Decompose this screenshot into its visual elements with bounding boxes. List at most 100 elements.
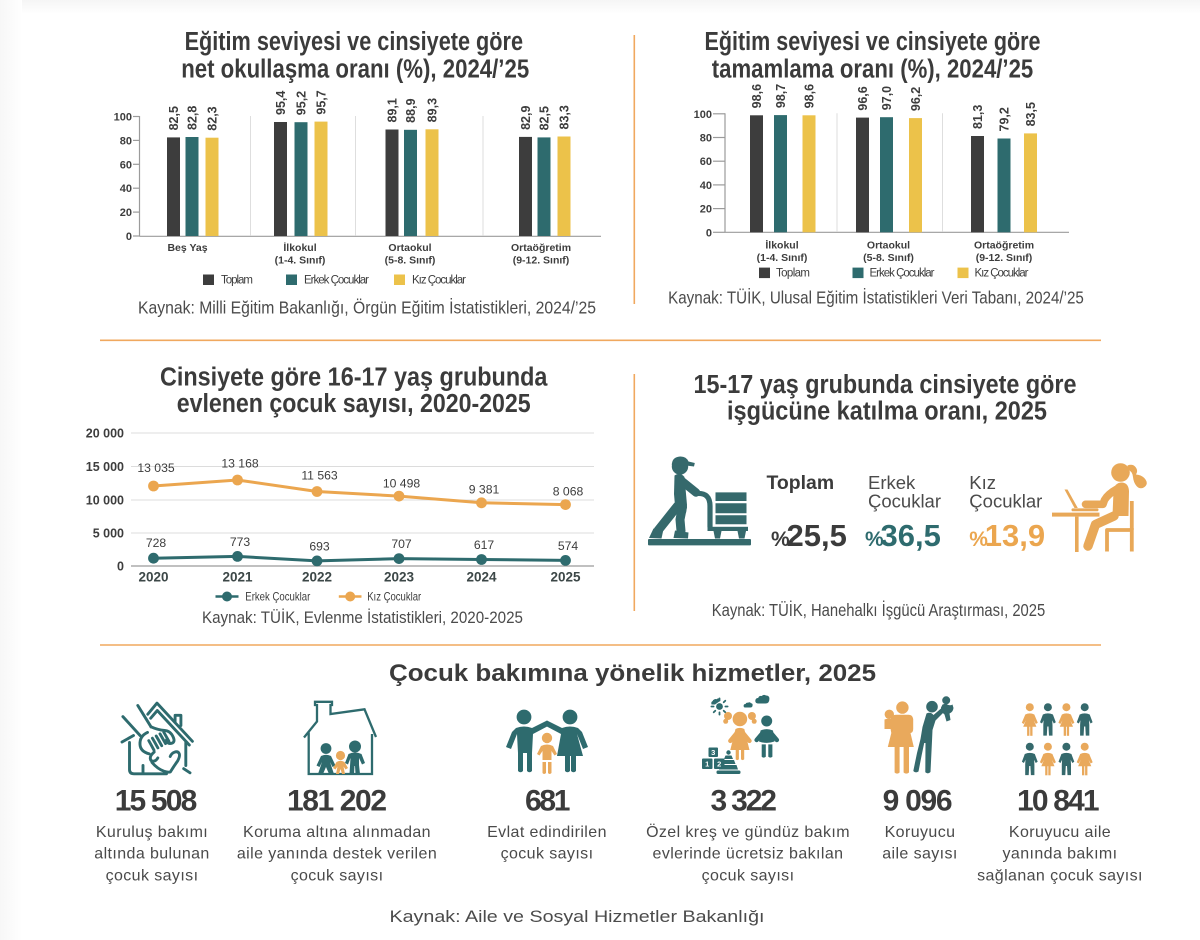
svg-text:yanında bakımı: yanında bakımı (1003, 846, 1118, 863)
svg-text:10 841: 10 841 (1017, 785, 1100, 818)
svg-text:çocuk sayısı: çocuk sayısı (702, 867, 795, 884)
svg-text:Erkek Çocuklar: Erkek Çocuklar (304, 275, 369, 287)
svg-text:10 498: 10 498 (383, 477, 420, 491)
svg-text:89,1: 89,1 (386, 98, 400, 122)
svg-text:97,0: 97,0 (880, 86, 894, 110)
svg-text:Toplam: Toplam (221, 275, 253, 287)
svg-text:Koruyucu aile: Koruyucu aile (1009, 824, 1111, 841)
svg-text:181 202: 181 202 (287, 785, 387, 818)
svg-text:15 000: 15 000 (86, 460, 124, 474)
svg-text:80: 80 (700, 133, 712, 145)
svg-text:40: 40 (700, 180, 712, 192)
svg-text:Evlat edindirilen: Evlat edindirilen (487, 824, 607, 841)
svg-text:2020: 2020 (138, 570, 168, 585)
svg-text:11 563: 11 563 (301, 469, 338, 483)
svg-text:Kız: Kız (969, 472, 996, 493)
svg-text:10 000: 10 000 (86, 494, 124, 508)
svg-text:25,5: 25,5 (787, 518, 847, 553)
svg-text:82,5: 82,5 (167, 106, 181, 130)
svg-text:Kaynak: Aile ve Sosyal Hizmetl: Kaynak: Aile ve Sosyal Hizmetler Bakanlı… (390, 907, 765, 926)
svg-text:Kız Çocuklar: Kız Çocuklar (367, 590, 421, 604)
svg-text:Ortaöğretim: Ortaöğretim (974, 240, 1034, 252)
svg-text:82,5: 82,5 (538, 106, 552, 130)
svg-text:Özel kreş ve gündüz bakım: Özel kreş ve gündüz bakım (646, 823, 850, 841)
svg-text:çocuk sayısı: çocuk sayısı (106, 867, 199, 884)
svg-text:Beş Yaş: Beş Yaş (167, 242, 207, 254)
svg-text:82,3: 82,3 (206, 106, 220, 130)
svg-text:(5-8. Sınıf): (5-8. Sınıf) (385, 255, 436, 267)
svg-text:Kız Çocuklar: Kız Çocuklar (412, 275, 466, 287)
svg-text:Kaynak: TÜİK, Ulusal Eğitim İs: Kaynak: TÜİK, Ulusal Eğitim İstatistikle… (668, 288, 1084, 308)
svg-text:2021: 2021 (222, 570, 253, 585)
svg-text:2025: 2025 (550, 570, 581, 585)
svg-text:98,6: 98,6 (750, 84, 764, 108)
svg-text:95,4: 95,4 (274, 91, 288, 115)
svg-text:2022: 2022 (302, 570, 332, 585)
svg-text:88,9: 88,9 (404, 98, 418, 122)
svg-text:773: 773 (230, 535, 251, 549)
svg-text:3: 3 (711, 748, 715, 757)
svg-text:98,6: 98,6 (803, 84, 817, 108)
svg-text:1: 1 (705, 760, 709, 769)
svg-text:aile sayısı: aile sayısı (882, 846, 958, 863)
svg-text:3 322: 3 322 (710, 785, 777, 818)
svg-text:2024: 2024 (466, 570, 497, 585)
svg-text:2: 2 (717, 760, 721, 769)
svg-text:(5-8. Sınıf): (5-8. Sınıf) (863, 252, 914, 264)
svg-text:%: % (969, 528, 988, 551)
svg-text:işgücüne katılma oranı, 2025: işgücüne katılma oranı, 2025 (727, 398, 1047, 426)
svg-text:çocuk sayısı: çocuk sayısı (291, 867, 384, 884)
svg-text:İlkokul: İlkokul (283, 241, 316, 254)
svg-text:20: 20 (700, 204, 712, 216)
svg-text:(1-4. Sınıf): (1-4. Sınıf) (757, 252, 808, 264)
svg-text:81,3: 81,3 (971, 105, 985, 129)
svg-text:%: % (771, 528, 790, 551)
svg-text:0: 0 (126, 231, 132, 243)
svg-text:13 168: 13 168 (221, 457, 258, 471)
svg-text:Ortaokul: Ortaokul (867, 240, 910, 252)
svg-text:(1-4. Sınıf): (1-4. Sınıf) (275, 255, 326, 267)
svg-text:100: 100 (114, 112, 132, 124)
svg-text:altında bulunan: altında bulunan (94, 846, 209, 863)
svg-text:İlkokul: İlkokul (765, 239, 798, 252)
svg-text:95,2: 95,2 (295, 91, 309, 115)
svg-text:15 508: 15 508 (115, 785, 198, 818)
svg-text:(9-12. Sınıf): (9-12. Sınıf) (976, 252, 1033, 264)
svg-text:83,3: 83,3 (558, 105, 572, 129)
svg-text:Erkek Çocuklar: Erkek Çocuklar (870, 268, 935, 280)
svg-text:96,6: 96,6 (856, 86, 870, 110)
svg-text:707: 707 (391, 537, 412, 551)
svg-text:60: 60 (700, 156, 712, 168)
svg-text:%: % (865, 528, 884, 551)
svg-text:(9-12. Sınıf): (9-12. Sınıf) (513, 255, 570, 267)
svg-text:Ortaokul: Ortaokul (388, 242, 431, 254)
svg-text:Çocuklar: Çocuklar (868, 491, 941, 512)
svg-text:Koruyucu: Koruyucu (885, 824, 956, 841)
svg-text:aile yanında destek verilen: aile yanında destek verilen (237, 846, 437, 863)
svg-text:9 381: 9 381 (469, 483, 500, 497)
svg-text:20: 20 (120, 207, 132, 219)
svg-text:Çocuk bakımına yönelik hizmetl: Çocuk bakımına yönelik hizmetler, 2025 (389, 660, 876, 687)
svg-text:8 068: 8 068 (553, 485, 584, 499)
svg-text:Kaynak: TÜİK, Hanehalkı İşgücü: Kaynak: TÜİK, Hanehalkı İşgücü Araştırma… (712, 600, 1046, 620)
svg-text:2023: 2023 (384, 570, 415, 585)
svg-text:evlenen çocuk sayısı, 2020-202: evlenen çocuk sayısı, 2020-2025 (177, 390, 531, 418)
svg-text:98,7: 98,7 (774, 84, 788, 108)
svg-text:9 096: 9 096 (883, 785, 953, 818)
svg-text:82,8: 82,8 (186, 106, 200, 130)
svg-text:Erkek: Erkek (868, 472, 916, 493)
svg-text:Kız Çocuklar: Kız Çocuklar (975, 268, 1029, 280)
svg-text:Erkek Çocuklar: Erkek Çocuklar (245, 590, 310, 604)
svg-text:evlerinde ücretsiz bakılan: evlerinde ücretsiz bakılan (653, 846, 844, 863)
svg-text:0: 0 (706, 227, 712, 239)
svg-text:Eğitim seviyesi ve cinsiyete g: Eğitim seviyesi ve cinsiyete göre (185, 28, 523, 56)
svg-text:Kaynak: Milli Eğitim Bakanlığı: Kaynak: Milli Eğitim Bakanlığı, Örgün Eğ… (138, 298, 596, 318)
svg-text:Kuruluş bakımı: Kuruluş bakımı (96, 824, 208, 841)
svg-text:617: 617 (474, 538, 495, 552)
svg-text:60: 60 (120, 159, 132, 171)
svg-text:40: 40 (120, 183, 132, 195)
svg-text:13,9: 13,9 (985, 518, 1045, 553)
svg-text:Toplam: Toplam (776, 268, 810, 280)
svg-text:681: 681 (525, 785, 571, 818)
svg-text:Eğitim seviyesi ve cinsiyete g: Eğitim seviyesi ve cinsiyete göre (705, 28, 1041, 56)
